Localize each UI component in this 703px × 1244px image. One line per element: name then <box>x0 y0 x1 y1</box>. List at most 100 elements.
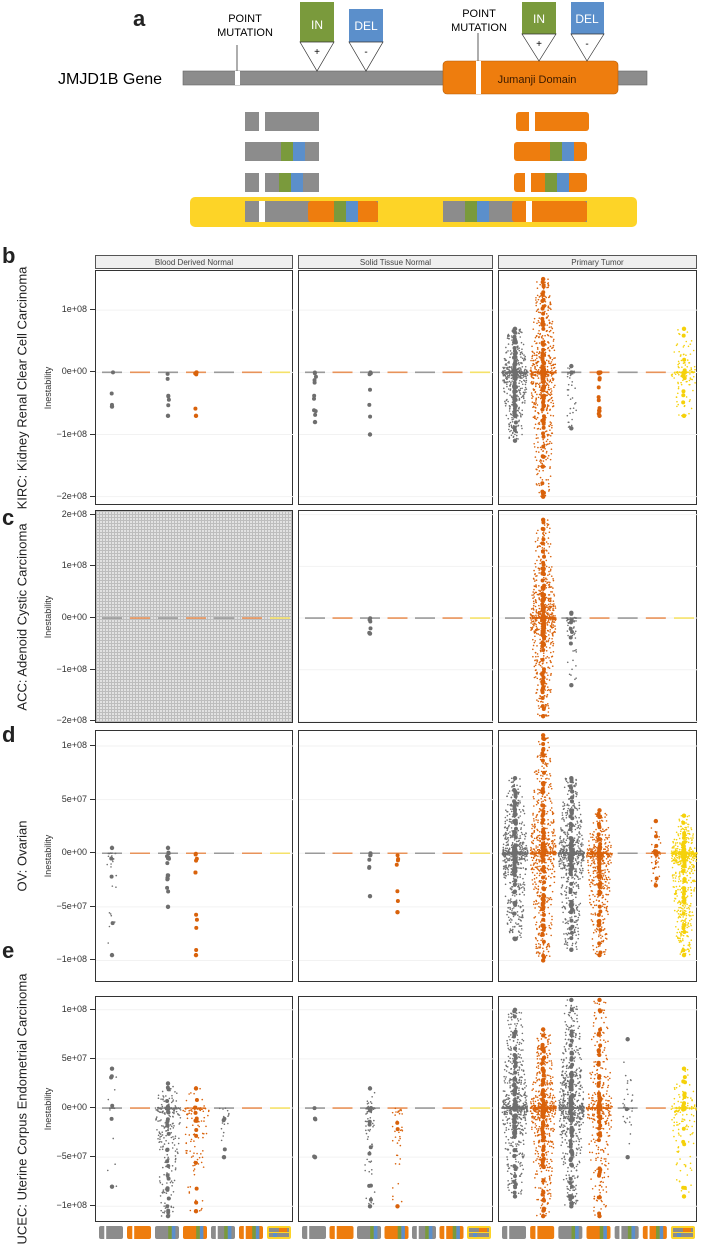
data-point <box>510 382 512 384</box>
data-point <box>553 643 555 645</box>
data-point <box>550 424 552 426</box>
data-point <box>564 867 566 869</box>
data-point <box>536 921 538 923</box>
data-point <box>549 606 551 608</box>
data-point <box>553 593 555 595</box>
data-point <box>518 375 520 377</box>
data-point <box>579 848 581 850</box>
data-point <box>575 927 577 929</box>
data-point <box>539 546 541 548</box>
data-point <box>602 905 604 907</box>
data-point <box>692 371 694 373</box>
data-point <box>503 391 505 393</box>
data-point <box>549 531 551 533</box>
data-point <box>569 674 571 676</box>
data-point <box>593 861 595 863</box>
data-point <box>544 837 546 839</box>
data-point <box>533 796 535 798</box>
data-point <box>537 895 539 897</box>
data-point <box>533 863 535 865</box>
data-point <box>545 846 547 848</box>
data-point <box>544 875 546 877</box>
data-point <box>518 347 520 349</box>
data-point <box>535 632 537 634</box>
data-point <box>589 902 591 904</box>
data-point <box>547 621 549 623</box>
data-point <box>595 841 597 843</box>
data-point <box>567 877 569 879</box>
data-point <box>540 398 542 400</box>
data-point <box>541 307 545 311</box>
data-point <box>511 822 513 824</box>
data-point <box>551 919 553 921</box>
y-tick-label: −1e+08 <box>17 429 87 439</box>
data-point <box>576 851 578 853</box>
data-point <box>681 400 685 404</box>
data-point <box>551 336 553 338</box>
data-point <box>518 886 520 888</box>
data-point <box>513 369 515 371</box>
data-point <box>542 323 546 327</box>
data-point <box>534 402 536 404</box>
data-point <box>553 651 555 653</box>
data-point <box>545 581 547 583</box>
data-point <box>512 881 514 883</box>
extreme-point <box>682 327 686 331</box>
data-point <box>553 345 555 347</box>
data-point <box>604 904 606 906</box>
data-point <box>535 423 537 425</box>
data-point <box>551 361 553 363</box>
data-point <box>513 418 515 420</box>
data-point <box>539 608 541 610</box>
data-point <box>533 620 535 622</box>
data-point <box>534 446 536 448</box>
data-point <box>550 859 552 861</box>
data-point <box>599 932 601 934</box>
data-point <box>582 854 584 856</box>
data-point <box>551 924 553 926</box>
data-point <box>598 905 602 909</box>
data-point <box>538 934 540 936</box>
data-point <box>506 386 508 388</box>
data-point <box>575 631 577 633</box>
data-point <box>607 857 609 859</box>
data-point <box>568 858 570 860</box>
data-point <box>551 566 553 568</box>
data-point <box>537 375 539 377</box>
data-point <box>535 900 537 902</box>
data-point <box>521 374 523 376</box>
data-point <box>512 421 514 423</box>
data-point <box>568 847 570 849</box>
data-point <box>553 367 555 369</box>
data-point <box>505 821 507 823</box>
data-point <box>547 667 549 669</box>
data-point <box>569 798 571 800</box>
data-point <box>693 350 695 352</box>
data-point <box>598 837 602 841</box>
data-point <box>547 412 549 414</box>
data-point <box>534 630 536 632</box>
data-point <box>592 938 594 940</box>
data-point <box>569 868 573 872</box>
data-point <box>565 869 567 871</box>
data-point <box>547 278 549 280</box>
data-point <box>536 661 538 663</box>
data-point <box>535 665 537 667</box>
data-point <box>603 940 605 942</box>
data-point <box>512 790 514 792</box>
data-point <box>541 876 543 878</box>
data-point <box>583 852 585 854</box>
data-point <box>367 858 371 862</box>
data-point <box>536 357 538 359</box>
data-point <box>686 371 688 373</box>
data-point <box>537 437 539 439</box>
data-point <box>574 807 576 809</box>
data-point <box>566 620 568 622</box>
data-point <box>533 818 535 820</box>
data-point <box>550 394 552 396</box>
extreme-point <box>541 714 545 718</box>
data-point <box>575 905 577 907</box>
data-point <box>508 853 510 855</box>
data-point <box>538 861 540 863</box>
y-tick-label: 2e+08 <box>17 509 87 519</box>
